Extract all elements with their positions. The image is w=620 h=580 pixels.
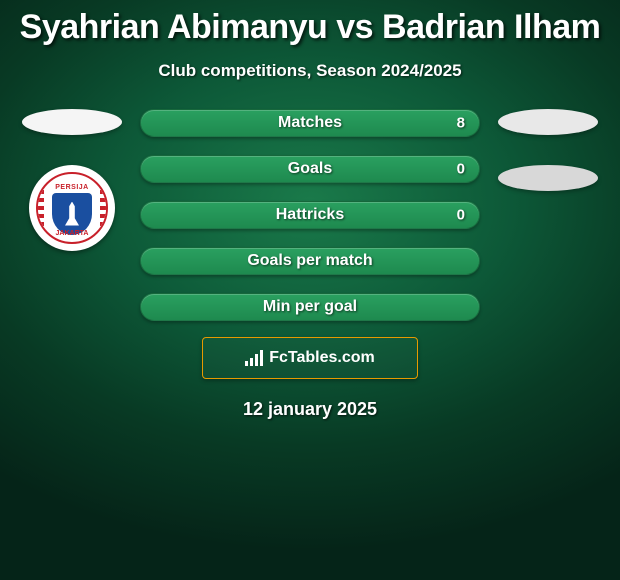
stat-bar-mpg: Min per goal (140, 293, 480, 321)
player-left-placeholder (22, 109, 122, 135)
badge-stripe-left (38, 174, 44, 242)
watermark-text: FcTables.com (269, 349, 375, 367)
stat-label: Goals per match (247, 252, 372, 270)
content-wrapper: Syahrian Abimanyu vs Badrian Ilham Club … (0, 0, 620, 580)
stat-bar-gpm: Goals per match (140, 247, 480, 275)
bar-icon-3 (255, 354, 258, 366)
page-title: Syahrian Abimanyu vs Badrian Ilham (20, 8, 601, 47)
stat-label: Hattricks (276, 206, 344, 224)
badge-shield (52, 193, 92, 235)
stat-value-right: 8 (457, 115, 465, 132)
bar-icon-2 (250, 358, 253, 366)
badge-monument-icon (65, 202, 79, 226)
stat-label: Min per goal (263, 298, 357, 316)
stat-bars: Matches 8 Goals 0 Hattricks 0 Goals per … (140, 109, 480, 321)
left-side: PERSIJA JAKARTA (22, 109, 122, 321)
stat-label: Matches (278, 114, 342, 132)
bar-icon-1 (245, 361, 248, 366)
stat-value-right: 0 (457, 161, 465, 178)
comparison-row: PERSIJA JAKARTA Matches 8 Goals 0 Hattri… (0, 109, 620, 321)
stat-bar-hattricks: Hattricks 0 (140, 201, 480, 229)
badge-stripe-right (100, 174, 106, 242)
club-badge-left: PERSIJA JAKARTA (29, 165, 115, 251)
club-right-placeholder (498, 165, 598, 191)
player-right-placeholder (498, 109, 598, 135)
page-subtitle: Club competitions, Season 2024/2025 (158, 61, 461, 81)
footer-date: 12 january 2025 (243, 399, 377, 420)
badge-bottom-text: JAKARTA (56, 230, 89, 237)
badge-top-text: PERSIJA (55, 184, 88, 191)
badge-inner: PERSIJA JAKARTA (36, 172, 108, 244)
watermark: FcTables.com (202, 337, 418, 379)
stat-value-right: 0 (457, 207, 465, 224)
chart-icon (245, 350, 263, 366)
stat-bar-matches: Matches 8 (140, 109, 480, 137)
bar-icon-4 (260, 350, 263, 366)
stat-label: Goals (288, 160, 332, 178)
right-side (498, 109, 598, 321)
stat-bar-goals: Goals 0 (140, 155, 480, 183)
